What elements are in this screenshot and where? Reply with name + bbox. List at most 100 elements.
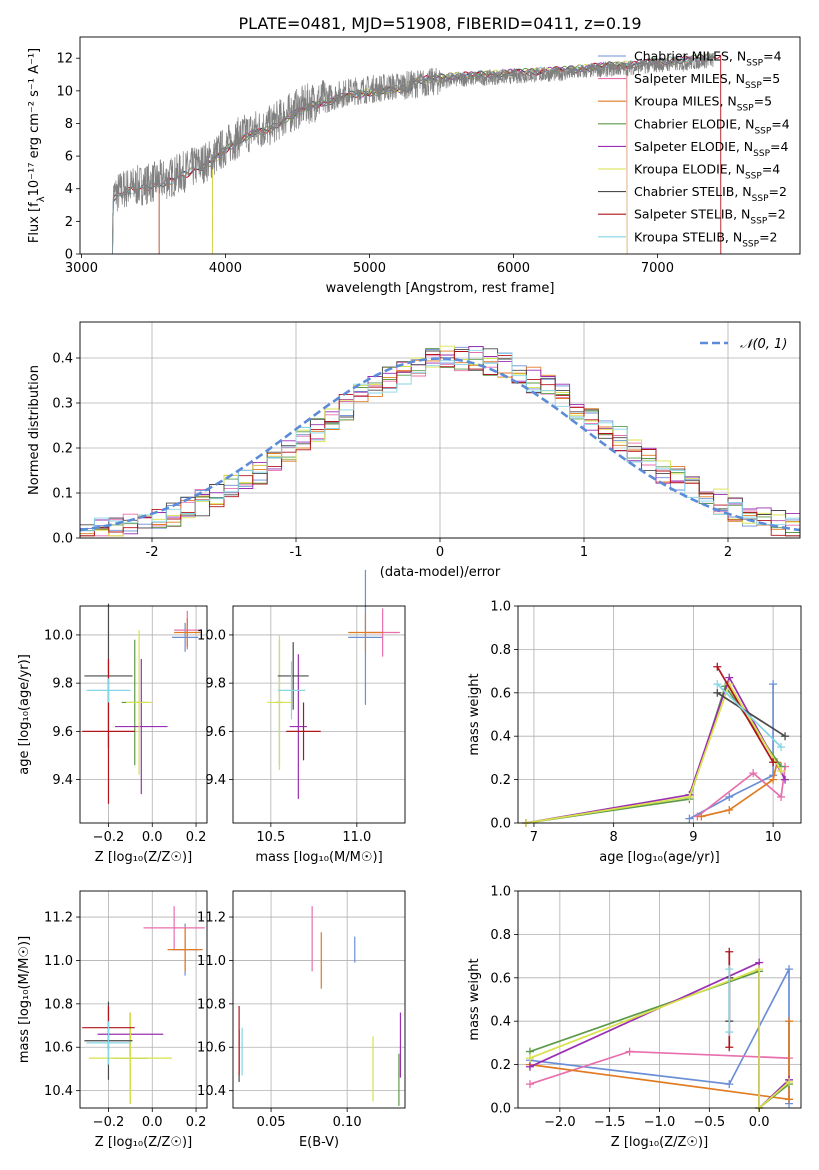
y-axis-label-part: Flux [f bbox=[27, 202, 42, 243]
plot-area bbox=[267, 569, 400, 799]
x-axis-label: Z [log₁₀(Z/Z☉)] bbox=[611, 1135, 708, 1150]
point-marker bbox=[777, 743, 786, 752]
point-marker bbox=[525, 1054, 534, 1063]
x-tick-label: -1 bbox=[290, 545, 303, 560]
data-spectrum bbox=[112, 52, 714, 254]
panel-mass-vs-Z: −0.2 0.0 0.2 10.4 10.6 10.8 11.0 11.2 Z [log₁₀(Z… bbox=[17, 890, 208, 1150]
x-tick-label: -2 bbox=[146, 545, 159, 560]
legend-sub: SSP bbox=[742, 239, 759, 249]
error-point bbox=[174, 618, 201, 647]
plot-area bbox=[238, 906, 402, 1106]
y-tick-label: 0.0 bbox=[52, 532, 73, 547]
legend-label: Salpeter STELIB, NSSP=2 bbox=[634, 207, 786, 227]
y-tick-label: 10.4 bbox=[44, 1084, 73, 1099]
y-tick-label: 0.2 bbox=[490, 773, 511, 788]
error-point bbox=[277, 642, 309, 710]
x-tick-label: 0 bbox=[436, 545, 444, 560]
axes-frame bbox=[79, 321, 801, 539]
series-kroupa-miles bbox=[697, 758, 782, 821]
y-tick-label: 10.0 bbox=[44, 628, 73, 643]
series-salpeter-miles bbox=[693, 762, 790, 821]
legend-sub: SSP bbox=[737, 104, 754, 114]
point-marker bbox=[697, 812, 706, 821]
x-tick-label: 10 bbox=[765, 830, 782, 845]
legend-text: Kroupa STELIB, N bbox=[634, 229, 742, 244]
legend-value: =2 bbox=[767, 207, 785, 222]
y-tick-label: 10.8 bbox=[44, 997, 73, 1012]
series-line bbox=[525, 682, 782, 824]
error-point bbox=[171, 622, 199, 652]
legend-text: Chabrier MILES, N bbox=[634, 49, 746, 64]
error-point bbox=[167, 927, 203, 972]
point-marker bbox=[781, 732, 790, 741]
panel-residual-histogram: -2 -1 0 1 2 0.0 0.1 0.2 0.3 0.4 (data-model)/error… bbox=[27, 321, 801, 580]
plot-area bbox=[80, 345, 800, 537]
y-tick-label: 10.8 bbox=[197, 997, 226, 1012]
y-tick-label: 0.8 bbox=[490, 643, 511, 658]
point-marker bbox=[725, 965, 734, 974]
plot-area bbox=[525, 947, 794, 1112]
point-marker bbox=[713, 662, 722, 671]
panel-mass-vs-EBV: 0.05 0.10 10.4 10.6 10.8 11.0 11.2 E(B-V) bbox=[197, 890, 406, 1150]
figure-panels: 3000 4000 5000 6000 7000024681012wavelength … bbox=[17, 36, 802, 1150]
legend-text: Chabrier STELIB, N bbox=[634, 184, 752, 199]
legend-value: =2 bbox=[769, 184, 787, 199]
histogram-kroupa-stelib bbox=[80, 349, 800, 532]
x-tick-label: −1.0 bbox=[644, 1115, 676, 1130]
error-point bbox=[143, 906, 205, 950]
legend-value: =4 bbox=[763, 49, 781, 64]
axes-frame bbox=[517, 605, 802, 824]
x-tick-label: 0.0 bbox=[749, 1115, 770, 1130]
point-marker bbox=[725, 1028, 734, 1037]
point-marker bbox=[685, 792, 694, 801]
axes-frame bbox=[517, 890, 802, 1109]
legend-label: 𝒩(0, 1) bbox=[740, 337, 787, 352]
panel-mass-weight-vs-age: 7 8 9 10 0.0 0.2 0.4 0.6 0.8 1.0 age [log₁₀(age/yr… bbox=[467, 600, 802, 865]
spectrum-lines bbox=[111, 52, 722, 254]
plot-area bbox=[82, 603, 201, 804]
y-tick-label: 1.0 bbox=[490, 600, 511, 615]
legend-value: =4 bbox=[771, 116, 789, 131]
series-salpeter-stelib bbox=[713, 662, 778, 767]
y-tick-label: 0.4 bbox=[490, 1015, 511, 1030]
x-axis-label: (data-model)/error bbox=[380, 565, 501, 580]
x-tick-label: 0.10 bbox=[333, 1115, 362, 1130]
legend-sub: SSP bbox=[753, 149, 770, 159]
model-line-chabrier-miles bbox=[158, 54, 713, 254]
x-tick-label: −2.0 bbox=[544, 1115, 576, 1130]
series-line bbox=[701, 762, 778, 818]
point-marker bbox=[769, 758, 778, 767]
x-tick-label: 11.0 bbox=[342, 830, 371, 845]
series-chabrier-stelib bbox=[713, 688, 790, 741]
x-tick-label: 9 bbox=[689, 830, 697, 845]
x-tick-label: 8 bbox=[610, 830, 618, 845]
y-axis-label: mass [log₁₀(M/M☉)] bbox=[17, 936, 32, 1063]
x-tick-label: 2 bbox=[724, 545, 732, 560]
series-kroupa-miles bbox=[525, 1017, 794, 1104]
x-tick-label: 1 bbox=[580, 545, 588, 560]
plot-area bbox=[111, 52, 722, 254]
y-tick-label: 0.1 bbox=[52, 487, 73, 502]
series-line bbox=[525, 675, 786, 824]
legend-text: Salpeter ELODIE, N bbox=[634, 139, 753, 154]
panel-age-vs-mass: 10.5 11.0 9.4 9.6 9.8 10.0 mass [log₁₀(M/M☉)] bbox=[197, 569, 406, 865]
x-axis-label: age [log₁₀(age/yr)] bbox=[599, 850, 720, 865]
x-axis-label: wavelength [Angstrom, rest frame] bbox=[326, 281, 555, 296]
plot-area bbox=[521, 662, 790, 827]
legend-label: Chabrier ELODIE, NSSP=4 bbox=[634, 116, 790, 136]
point-marker bbox=[777, 766, 786, 775]
series-line bbox=[529, 967, 790, 1110]
series-line bbox=[716, 683, 782, 748]
axes-frame bbox=[232, 605, 406, 824]
panel-spectrum: 3000 4000 5000 6000 7000 0 2 4 6 8 10 12 wavelength … bbox=[27, 36, 801, 296]
y-tick-label: 0 bbox=[65, 248, 73, 263]
y-axis-label: Flux [fλ10⁻¹⁷ erg cm⁻² s⁻¹ A⁻¹] bbox=[27, 48, 47, 243]
y-tick-label: 10.6 bbox=[197, 1041, 226, 1056]
point-marker bbox=[749, 769, 758, 778]
y-tick-label: 0.6 bbox=[490, 971, 511, 986]
y-tick-label: 0.6 bbox=[490, 686, 511, 701]
series-kroupa-stelib bbox=[713, 680, 786, 752]
y-tick-label: 9.4 bbox=[205, 773, 226, 788]
x-tick-label: 0.05 bbox=[257, 1115, 286, 1130]
